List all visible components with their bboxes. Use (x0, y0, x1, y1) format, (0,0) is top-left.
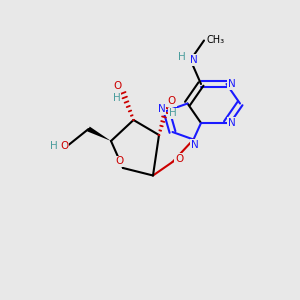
Text: N: N (190, 55, 197, 65)
Text: O: O (60, 140, 69, 151)
Text: O: O (168, 96, 176, 106)
Text: N: N (228, 79, 236, 89)
Text: CH₃: CH₃ (207, 35, 225, 45)
Text: N: N (158, 104, 165, 115)
Text: H: H (178, 52, 185, 62)
Text: O: O (175, 154, 183, 164)
Text: N: N (191, 140, 199, 150)
Text: N: N (228, 118, 236, 128)
Text: H: H (169, 108, 177, 118)
Text: O: O (113, 81, 122, 92)
Polygon shape (87, 127, 111, 141)
Text: H: H (50, 140, 58, 151)
Text: H: H (112, 93, 120, 103)
Text: O: O (116, 156, 124, 167)
